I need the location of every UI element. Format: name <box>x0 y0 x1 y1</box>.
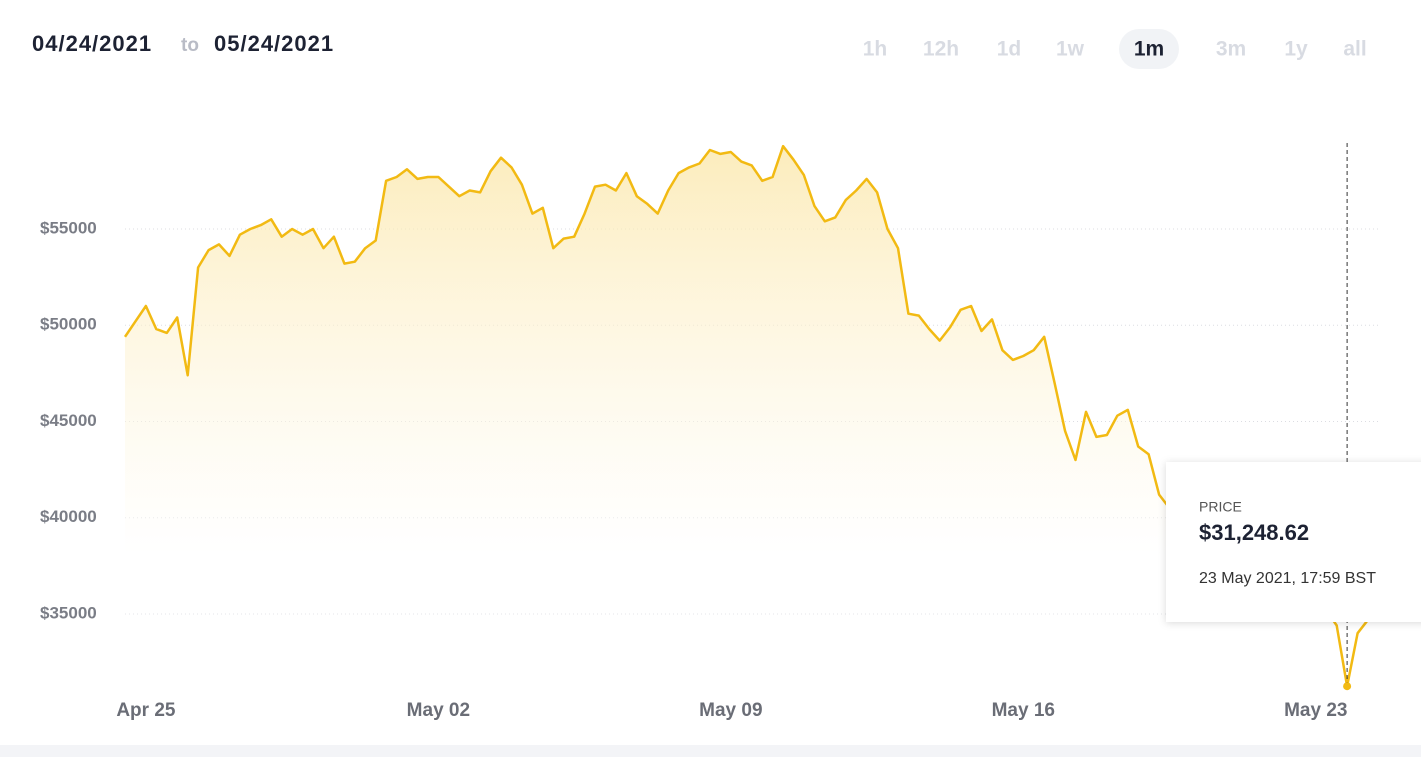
plot: $35000 $40000 $45000 $50000 $55000 Apr 25 May … <box>40 143 1421 721</box>
y-tick-label: $45000 <box>40 411 97 430</box>
tooltip-price: $31,248.62 <box>1199 520 1309 545</box>
tooltip-date: 23 May 2021, 17:59 BST <box>1199 570 1376 587</box>
price-line <box>123 144 1369 688</box>
x-tick-label: May 02 <box>407 700 470 721</box>
range-button[interactable]: 1w <box>1056 38 1085 61</box>
range-button[interactable]: 1y <box>1284 38 1308 61</box>
date-from: 04/24/2021 <box>32 31 152 56</box>
date-to: 05/24/2021 <box>214 31 334 56</box>
range-button[interactable]: 1d <box>997 38 1022 61</box>
area <box>125 146 1368 691</box>
tooltip-box <box>1166 462 1421 622</box>
range-button[interactable]: 12h <box>923 38 959 61</box>
y-tick-label: $35000 <box>40 603 97 622</box>
date-to-word: to <box>181 35 199 56</box>
y-tick-label: $55000 <box>40 218 97 237</box>
y-tick-label: $50000 <box>40 315 97 334</box>
range-button[interactable]: all <box>1343 38 1366 61</box>
range-button-bg <box>1119 29 1179 69</box>
x-tick-label: May 16 <box>992 700 1055 721</box>
x-tick-label: May 23 <box>1284 700 1347 721</box>
range-buttons: 1h 12h 1d 1w 1m 3m 1y all <box>863 29 1367 69</box>
x-tick-label: Apr 25 <box>116 700 176 721</box>
range-button[interactable]: 1h <box>863 38 888 61</box>
x-tick-label: May 09 <box>699 700 762 721</box>
tooltip-title: PRICE <box>1199 499 1242 515</box>
hover-point <box>1343 682 1352 691</box>
range-button[interactable]: 1m <box>1134 38 1164 61</box>
range-button[interactable]: 3m <box>1216 38 1246 61</box>
tooltip: PRICE $31,248.62 23 May 2021, 17:59 BST <box>1166 462 1421 622</box>
y-tick-label: $40000 <box>40 507 97 526</box>
